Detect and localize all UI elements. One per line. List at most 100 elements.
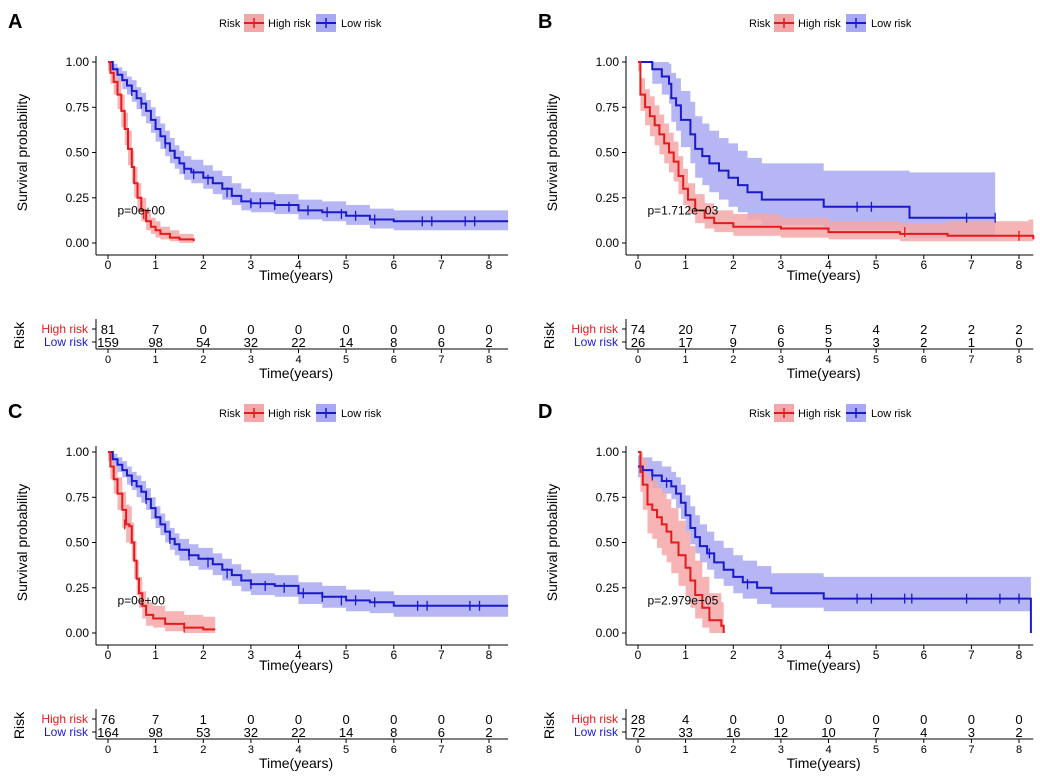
risk-table-low-count: 2 xyxy=(485,335,492,350)
x-tick-label: 4 xyxy=(825,648,832,662)
risk-table-axis-title: Risk xyxy=(11,711,27,739)
risk-table-x-tick-label: 4 xyxy=(825,354,831,366)
risk-table-x-tick-label: 6 xyxy=(391,744,397,756)
risk-table-x-tick-label: 8 xyxy=(1016,744,1022,756)
y-axis-title: Survival probability xyxy=(544,484,560,602)
risk-table-x-tick-label: 1 xyxy=(153,354,159,366)
x-tick-label: 2 xyxy=(730,648,737,662)
panel-c: C Risk High risk Low riskp=0e+000.000.250.5… xyxy=(8,401,509,771)
y-tick-label: 0.75 xyxy=(596,490,620,504)
risk-table-x-tick-label: 4 xyxy=(295,354,301,366)
x-tick-label: 5 xyxy=(873,648,880,662)
legend: Risk High risk Low risk xyxy=(219,14,382,32)
risk-table-low-count: 3 xyxy=(968,725,975,740)
x-tick-label: 2 xyxy=(200,258,207,272)
risk-table-x-tick-label: 0 xyxy=(635,744,641,756)
x-axis-title: Time(years) xyxy=(259,657,333,673)
panel-content: C Risk High risk Low riskp=0e+000.000.250.5… xyxy=(8,401,509,771)
risk-table-high-count: 0 xyxy=(968,712,975,727)
panel-letter: D xyxy=(538,401,552,423)
risk-table-low-count: 2 xyxy=(1015,725,1022,740)
legend-high-label: High risk xyxy=(268,18,311,30)
risk-table-high-count: 2 xyxy=(1015,322,1022,337)
high-risk-ci-band xyxy=(638,452,724,633)
risk-table-x-tick-label: 2 xyxy=(200,744,206,756)
y-tick-label: 0.00 xyxy=(66,626,90,640)
risk-table-low-label: Low risk xyxy=(44,725,89,739)
x-tick-label: 6 xyxy=(920,258,927,272)
x-axis-title: Time(years) xyxy=(259,267,333,283)
risk-table-axis-title: Risk xyxy=(541,711,557,739)
risk-table-low-count: 53 xyxy=(196,725,210,740)
risk-table-x-tick-label: 1 xyxy=(683,354,689,366)
risk-table-x-tick-label: 0 xyxy=(105,744,111,756)
x-axis-title: Time(years) xyxy=(787,267,861,283)
risk-table-low-label: Low risk xyxy=(44,335,89,349)
y-axis-title: Survival probability xyxy=(14,94,30,212)
y-tick-label: 0.00 xyxy=(596,626,620,640)
risk-table-low-count: 6 xyxy=(777,335,784,350)
risk-table-high-label: High risk xyxy=(41,322,89,336)
legend-low-label: Low risk xyxy=(341,18,382,30)
risk-table-low-count: 16 xyxy=(726,725,740,740)
risk-table-x-tick-label: 5 xyxy=(343,354,349,366)
risk-table-low-count: 4 xyxy=(920,725,927,740)
risk-table-axis-title: Risk xyxy=(11,321,27,349)
risk-table-high-count: 5 xyxy=(825,322,832,337)
risk-table-low-label: Low risk xyxy=(574,335,619,349)
risk-table-low-count: 32 xyxy=(244,335,258,350)
risk-table-x-tick-label: 0 xyxy=(635,354,641,366)
risk-table-high-count: 0 xyxy=(920,712,927,727)
x-tick-label: 6 xyxy=(920,648,927,662)
high-risk-ci-band xyxy=(638,62,1034,243)
y-tick-label: 0.25 xyxy=(596,581,620,595)
panel-content: A Risk High risk Low riskp=0e+000.000.250.5… xyxy=(8,11,509,381)
risk-table-x-title: Time(years) xyxy=(787,365,861,381)
low-risk-curve xyxy=(638,465,1032,633)
x-tick-label: 8 xyxy=(486,648,493,662)
risk-table-high-count: 0 xyxy=(295,322,302,337)
risk-table-x-title: Time(years) xyxy=(787,755,861,771)
y-axis-title: Survival probability xyxy=(544,94,560,212)
x-axis-title: Time(years) xyxy=(787,657,861,673)
x-tick-label: 0 xyxy=(635,648,642,662)
panel-content: D Risk High risk Low riskp=2.979e−050.000.2… xyxy=(538,401,1034,771)
risk-table-high-count: 0 xyxy=(390,712,397,727)
risk-table-low-count: 26 xyxy=(631,335,645,350)
risk-table-x-tick-label: 2 xyxy=(730,354,736,366)
risk-table-low-count: 5 xyxy=(825,335,832,350)
risk-table-low-count: 33 xyxy=(678,725,692,740)
panel-letter: A xyxy=(8,11,22,33)
x-tick-label: 0 xyxy=(105,258,112,272)
x-tick-label: 4 xyxy=(295,648,302,662)
risk-table-low-label: Low risk xyxy=(574,725,619,739)
risk-table-x-tick-label: 7 xyxy=(438,744,444,756)
risk-table-high-count: 20 xyxy=(678,322,692,337)
y-tick-label: 0.00 xyxy=(596,236,620,250)
high-risk-curve xyxy=(638,451,725,633)
risk-table-high-count: 0 xyxy=(247,712,254,727)
risk-table-low-count: 8 xyxy=(390,335,397,350)
y-tick-label: 1.00 xyxy=(66,55,90,69)
risk-table-x-tick-label: 3 xyxy=(248,354,254,366)
x-tick-label: 4 xyxy=(825,258,832,272)
risk-table-x-tick-label: 6 xyxy=(921,744,927,756)
risk-table-x-tick-label: 5 xyxy=(873,744,879,756)
risk-table-high-count: 4 xyxy=(872,322,879,337)
p-value: p=0e+00 xyxy=(118,203,166,217)
x-tick-label: 2 xyxy=(200,648,207,662)
x-tick-label: 6 xyxy=(390,648,397,662)
low-risk-ci-band xyxy=(638,62,996,238)
risk-table-x-tick-label: 2 xyxy=(730,744,736,756)
risk-table-high-count: 0 xyxy=(872,712,879,727)
x-tick-label: 7 xyxy=(438,258,445,272)
risk-table-x-tick-label: 6 xyxy=(921,354,927,366)
x-tick-label: 1 xyxy=(682,648,689,662)
risk-table-x-tick-label: 5 xyxy=(343,744,349,756)
low-risk-ci-band xyxy=(108,62,509,231)
y-tick-label: 0.75 xyxy=(596,100,620,114)
high-risk-ci-band xyxy=(108,452,216,633)
risk-table-low-count: 164 xyxy=(97,725,119,740)
risk-table-high-count: 1 xyxy=(200,712,207,727)
legend-low-label: Low risk xyxy=(341,408,382,420)
